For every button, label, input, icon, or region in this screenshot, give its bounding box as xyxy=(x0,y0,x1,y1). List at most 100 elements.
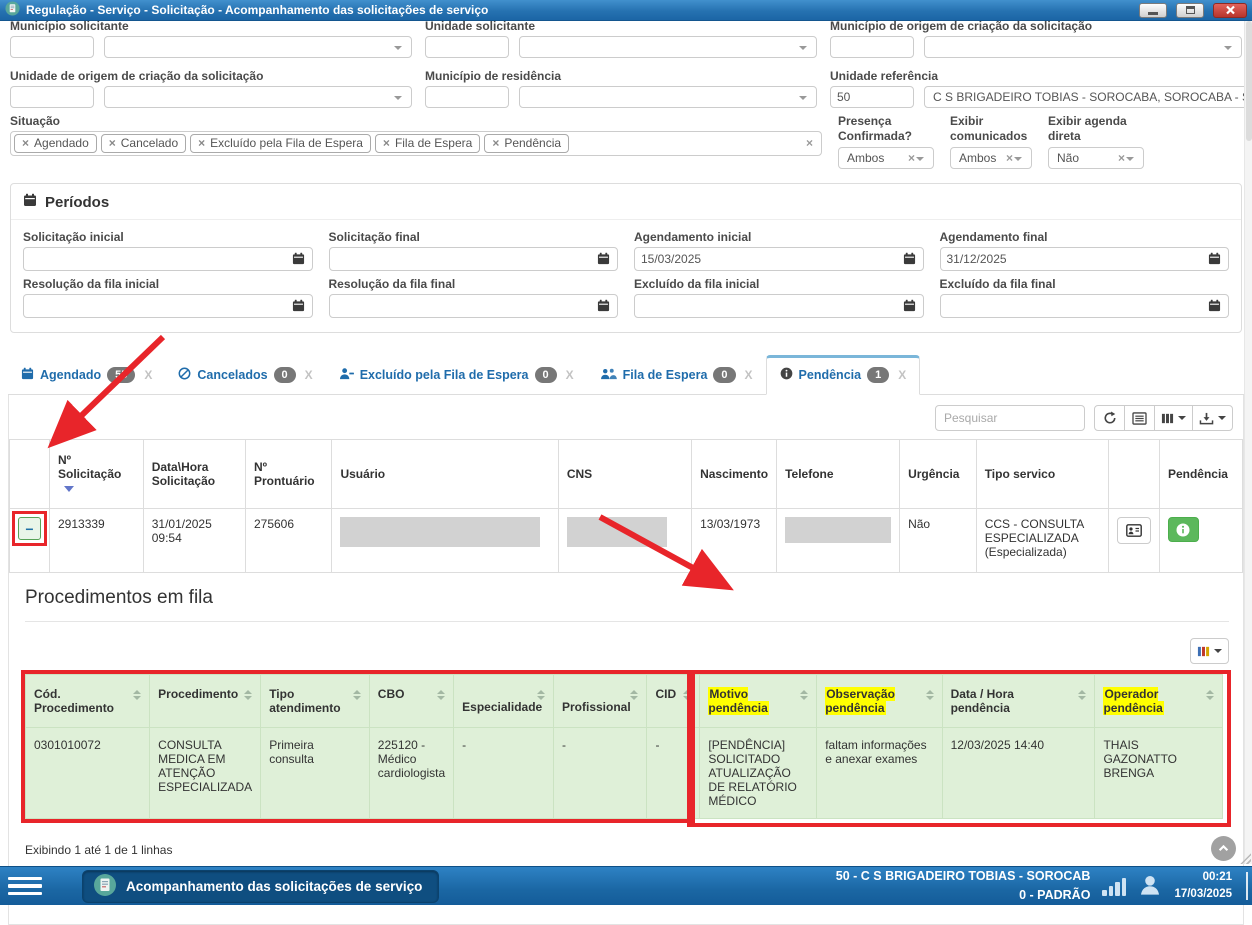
col-data-hora-pendencia[interactable]: Data / Hora pendência xyxy=(941,674,1096,728)
unidade-referencia-select[interactable]: C S BRIGADEIRO TOBIAS - SOROCABA, SOROCA… xyxy=(924,86,1252,108)
remove-icon[interactable]: × xyxy=(198,136,206,150)
unidade-origem-select[interactable] xyxy=(104,86,412,108)
col-profissional[interactable]: Profissional xyxy=(552,674,648,728)
resolucao-inicial-input[interactable] xyxy=(23,294,313,318)
refresh-button[interactable] xyxy=(1094,405,1125,431)
tab-pendencia[interactable]: Pendência 1 X xyxy=(765,355,921,395)
tag-fila-espera[interactable]: × Fila de Espera xyxy=(374,134,481,153)
col-nascimento[interactable]: Nascimento xyxy=(691,439,778,509)
columns-button[interactable] xyxy=(1154,405,1193,431)
ban-icon xyxy=(178,367,191,383)
calendar-icon[interactable] xyxy=(903,252,916,268)
situacao-multiselect[interactable]: × Agendado × Cancelado × Excluído pela Fila… xyxy=(10,131,822,156)
excluido-inicial-input[interactable] xyxy=(634,294,924,318)
exibir-agenda-direta-select[interactable]: Não × xyxy=(1048,147,1144,169)
tab-close-icon[interactable]: X xyxy=(144,368,153,382)
remove-icon[interactable]: × xyxy=(382,136,390,150)
municipio-residencia-code-input[interactable] xyxy=(425,86,509,108)
tab-cancelados[interactable]: Cancelados 0 X xyxy=(165,356,325,394)
menu-icon[interactable] xyxy=(8,876,42,896)
col-observacao-pendencia[interactable]: Observação pendência xyxy=(816,674,943,728)
calendar-icon[interactable] xyxy=(1208,252,1221,268)
toggle-view-button[interactable] xyxy=(1124,405,1155,431)
municipio-origem-code-input[interactable] xyxy=(830,36,914,58)
tab-agendado[interactable]: Agendado 55 X xyxy=(8,356,165,394)
col-motivo-pendencia[interactable]: Motivo pendência xyxy=(699,674,818,728)
date-field-excluido-final: Excluído da fila final xyxy=(939,273,1229,318)
export-button[interactable] xyxy=(1192,405,1233,431)
col-usuario[interactable]: Usuário xyxy=(331,439,559,509)
col-cbo[interactable]: CBO xyxy=(368,674,455,728)
presenca-confirmada-select[interactable]: Ambos × xyxy=(838,147,934,169)
col-telefone[interactable]: Telefone xyxy=(776,439,901,509)
tag-cancelado[interactable]: × Cancelado xyxy=(100,134,187,153)
remove-icon[interactable]: × xyxy=(492,136,500,150)
scroll-to-top-button[interactable] xyxy=(1211,836,1236,861)
sort-icon xyxy=(244,690,253,700)
col-cid[interactable]: CID xyxy=(646,674,701,728)
tab-close-icon[interactable]: X xyxy=(304,368,313,382)
remove-icon[interactable]: × xyxy=(108,136,116,150)
col-especialidade[interactable]: Especialidade xyxy=(453,674,554,728)
resolucao-final-input[interactable] xyxy=(328,294,618,318)
unidade-solicitante-code-input[interactable] xyxy=(425,36,509,58)
tab-close-icon[interactable]: X xyxy=(565,368,574,382)
municipio-residencia-select[interactable] xyxy=(519,86,817,108)
calendar-icon[interactable] xyxy=(597,252,610,268)
remove-icon[interactable]: × xyxy=(22,136,30,150)
clear-icon[interactable]: × xyxy=(1005,151,1013,165)
solicitacao-final-input[interactable] xyxy=(328,247,618,271)
col-operador-pendencia[interactable]: Operador pendência xyxy=(1094,674,1223,728)
col-tipo-servico[interactable]: Tipo servico xyxy=(975,439,1109,509)
col-tipo-atendimento[interactable]: Tipo atendimento xyxy=(260,674,370,728)
municipio-solicitante-code-input[interactable] xyxy=(10,36,94,58)
tab-close-icon[interactable]: X xyxy=(744,368,753,382)
col-cod-procedimento[interactable]: Cód. Procedimento xyxy=(24,674,151,728)
search-input[interactable] xyxy=(935,405,1085,431)
tab-fila-espera[interactable]: Fila de Espera 0 X xyxy=(587,356,766,394)
clear-all-icon[interactable]: × xyxy=(805,136,813,150)
col-pendencia[interactable]: Pendência xyxy=(1158,439,1244,509)
scrollbar-thumb[interactable] xyxy=(1246,21,1252,141)
municipio-solicitante-select[interactable] xyxy=(104,36,412,58)
solicitacao-inicial-input[interactable] xyxy=(23,247,313,271)
tab-excluido-fila-espera[interactable]: Excluído pela Fila de Espera 0 X xyxy=(326,356,587,394)
maximize-button[interactable] xyxy=(1176,2,1204,18)
minimize-button[interactable] xyxy=(1139,2,1167,18)
unidade-referencia-code-input[interactable] xyxy=(830,86,914,108)
col-urgencia[interactable]: Urgência xyxy=(899,439,977,509)
tag-pendencia[interactable]: × Pendência xyxy=(484,134,570,153)
calendar-icon[interactable] xyxy=(597,299,610,315)
calendar-icon[interactable] xyxy=(1208,299,1221,315)
taskbar-app-button[interactable]: Acompanhamento das solicitações de servi… xyxy=(82,869,440,903)
signal-icon[interactable] xyxy=(1102,876,1127,896)
vertical-scrollbar[interactable] xyxy=(1244,21,1252,864)
clear-icon[interactable]: × xyxy=(907,151,915,165)
clear-icon[interactable]: × xyxy=(1117,151,1125,165)
patient-card-button[interactable] xyxy=(1116,517,1151,544)
tag-excluido-fila[interactable]: × Excluído pela Fila de Espera xyxy=(190,134,371,153)
col-cns[interactable]: CNS xyxy=(557,439,693,509)
col-data-hora[interactable]: Data\Hora Solicitação xyxy=(142,439,246,509)
agendamento-final-input[interactable] xyxy=(939,247,1229,271)
excluido-final-input[interactable] xyxy=(939,294,1229,318)
municipio-origem-select[interactable] xyxy=(924,36,1242,58)
calendar-icon[interactable] xyxy=(292,299,305,315)
detail-columns-button[interactable] xyxy=(1190,638,1229,664)
close-button[interactable] xyxy=(1213,2,1247,18)
agendamento-inicial-input[interactable] xyxy=(634,247,924,271)
calendar-icon[interactable] xyxy=(903,299,916,315)
col-solicitacao[interactable]: Nº Solicitação xyxy=(49,439,144,509)
col-procedimento[interactable]: Procedimento xyxy=(149,674,262,728)
refresh-icon xyxy=(1104,411,1116,424)
exibir-comunicados-select[interactable]: Ambos × xyxy=(950,147,1032,169)
calendar-icon[interactable] xyxy=(292,252,305,268)
unidade-solicitante-select[interactable] xyxy=(519,36,817,58)
tag-agendado[interactable]: × Agendado xyxy=(14,134,97,153)
col-prontuario[interactable]: Nº Prontuário xyxy=(244,439,333,509)
unidade-origem-code-input[interactable] xyxy=(10,86,94,108)
pendencia-info-button[interactable] xyxy=(1167,517,1199,542)
collapse-row-button[interactable]: − xyxy=(18,517,41,540)
tab-close-icon[interactable]: X xyxy=(898,368,907,382)
user-icon[interactable] xyxy=(1138,873,1162,900)
